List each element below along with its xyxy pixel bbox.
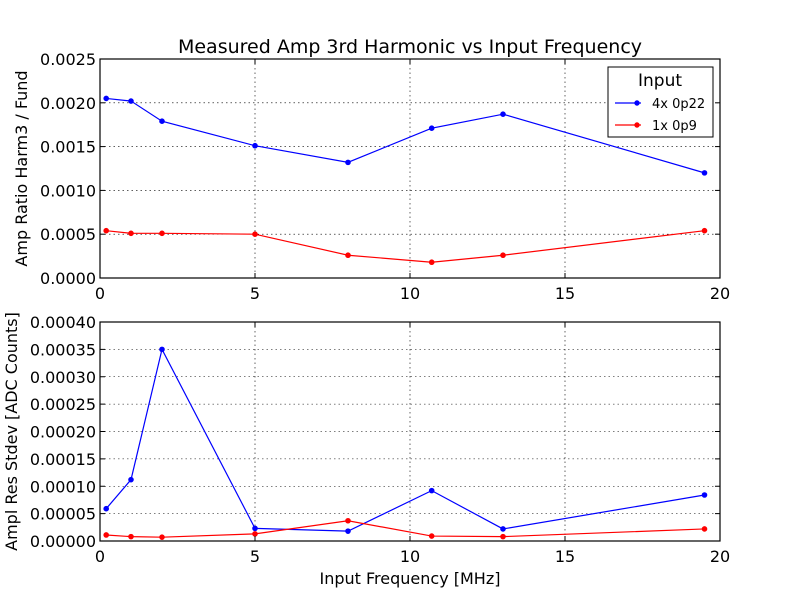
legend-label-1x-0p9: 1x 0p9 [652,119,697,134]
y-tick-label: 0.00010 [30,477,96,496]
data-point-1x-0p9 [103,532,109,538]
top-ticks: 0 5 10 15 20 0.0000 0.0005 0.0010 0.0015 0.0020 0.… [40,50,730,303]
series-line-4x-0p22 [105,347,705,532]
data-point-4x-0p22 [345,528,351,534]
data-point-4x-0p22 [128,98,134,104]
x-tick-label: 10 [400,547,420,566]
data-point-4x-0p22 [159,346,165,353]
y-tick-label: 0.0015 [40,138,96,157]
y-tick-label: 0.0020 [40,94,96,113]
x-tick-label: 20 [710,284,730,303]
legend-label-4x-0p22: 4x 0p22 [652,97,705,112]
data-point-4x-0p22 [428,125,435,132]
x-tick-label: 15 [555,284,575,303]
data-point-1x-0p9 [128,533,134,540]
legend-title: Input [638,71,682,91]
data-point-4x-0p22 [428,487,435,494]
legend: Input 4x 0p22 1x 0p9 [607,66,714,138]
data-point-4x-0p22 [103,95,109,102]
series-line-1x-0p9 [106,230,705,263]
data-point-4x-0p22 [159,118,165,124]
y-tick-label: 0.00015 [30,450,96,469]
top-grid [100,59,720,278]
series-line-1x-0p9 [106,520,705,538]
bottom-y-axis-label: Ampl Res Stdev [ADC Counts] [2,312,21,551]
data-point-1x-0p9 [500,252,506,259]
data-point-1x-0p9 [345,252,351,259]
y-tick-label: 0.0000 [40,269,96,288]
data-point-4x-0p22 [701,492,708,498]
y-tick-label: 0.00000 [30,532,96,551]
data-point-1x-0p9 [103,227,109,234]
data-point-1x-0p9 [128,230,134,237]
legend-entry: 1x 0p9 [615,119,697,134]
y-tick-label: 0.00005 [30,505,96,524]
top-y-axis-label: Amp Ratio Harm3 / Fund [12,70,31,266]
data-point-1x-0p9 [252,231,258,237]
data-point-1x-0p9 [500,533,506,540]
x-tick-label: 5 [250,547,260,566]
y-tick-label: 0.0025 [40,50,96,69]
data-point-4x-0p22 [252,525,258,532]
y-tick-label: 0.00040 [30,313,96,332]
bottom-series [103,346,708,540]
y-tick-label: 0.0010 [40,181,96,200]
data-point-4x-0p22 [345,159,351,166]
data-point-1x-0p9 [428,533,435,539]
y-tick-label: 0.00020 [30,423,96,442]
y-tick-label: 0.00030 [30,368,96,387]
data-point-1x-0p9 [701,526,708,532]
data-point-1x-0p9 [428,259,435,266]
x-tick-label: 20 [710,547,730,566]
data-point-4x-0p22 [128,476,134,483]
data-point-4x-0p22 [701,170,708,176]
x-tick-label: 0 [95,284,105,303]
data-point-4x-0p22 [500,526,506,532]
x-axis-label: Input Frequency [MHz] [320,569,501,588]
data-point-4x-0p22 [103,505,109,512]
x-tick-label: 10 [400,284,420,303]
y-tick-label: 0.0005 [40,225,96,244]
data-point-4x-0p22 [500,111,506,117]
series-line-4x-0p22 [106,97,705,174]
data-point-1x-0p9 [159,534,165,540]
top-axes: 0 5 10 15 20 0.0000 0.0005 0.0010 0.0015 0.0020 0.… [12,50,730,303]
bottom-ticks: 0 5 10 15 20 0.00000 0.00005 0.00010 0.00015 0.00… [30,313,730,566]
data-point-1x-0p9 [345,517,351,524]
data-point-1x-0p9 [701,227,708,234]
legend-marker-4x-0p22 [634,100,640,106]
y-tick-label: 0.00035 [30,340,96,359]
x-tick-label: 5 [250,284,260,303]
y-tick-label: 0.00025 [30,395,96,414]
bottom-axes: 0 5 10 15 20 0.00000 0.00005 0.00010 0.00015 0.00… [2,312,730,588]
data-point-1x-0p9 [252,531,258,537]
data-point-4x-0p22 [252,142,258,149]
data-point-1x-0p9 [159,230,165,237]
top-series [103,95,708,266]
legend-entry: 4x 0p22 [615,97,705,112]
chart-title: Measured Amp 3rd Harmonic vs Input Frequ… [178,36,642,58]
x-tick-label: 15 [555,547,575,566]
x-tick-label: 0 [95,547,105,566]
legend-marker-1x-0p9 [634,122,640,128]
bottom-grid [100,322,720,541]
